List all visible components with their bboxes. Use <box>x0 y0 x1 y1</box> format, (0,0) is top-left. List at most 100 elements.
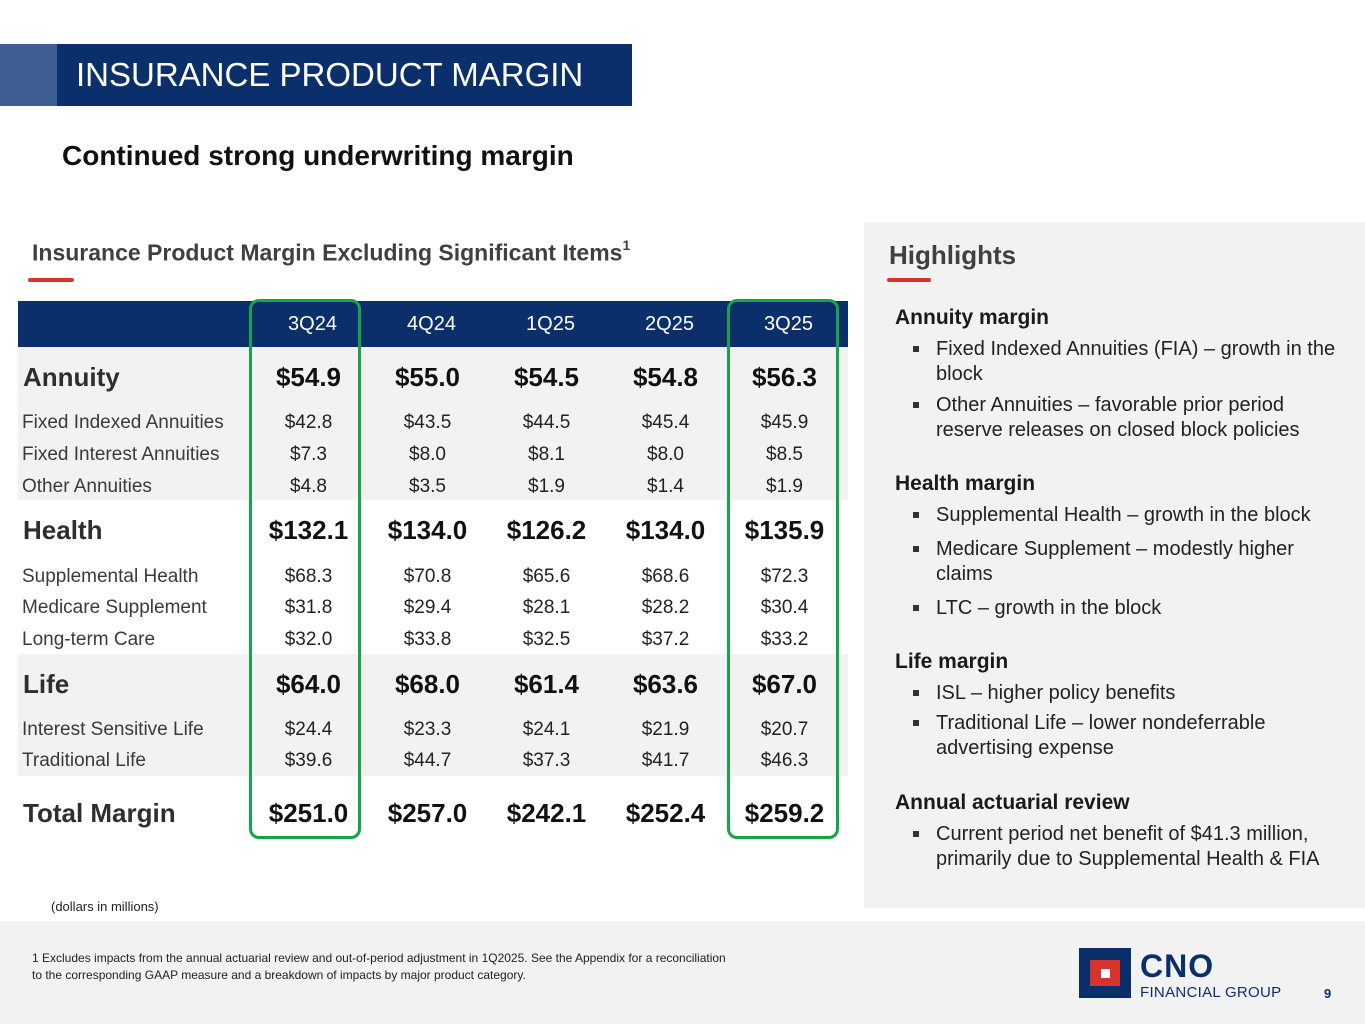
table-cell: $23.3 <box>403 719 452 740</box>
row-label-supplemental-health: Supplemental Health <box>22 566 199 587</box>
logo-wordmark: CNO <box>1140 948 1215 984</box>
units-note: (dollars in millions) <box>51 899 159 914</box>
table-cell: $32.5 <box>522 629 571 650</box>
highlights-panel <box>864 222 1365 908</box>
section-heading-annuity: Annuity margin <box>895 306 1050 329</box>
logo-subtitle: FINANCIAL GROUP <box>1140 984 1282 1001</box>
column-header: 2Q25 <box>645 313 694 335</box>
section-heading-actuarial-review: Annual actuarial review <box>895 791 1130 814</box>
table-cell: $68.0 <box>394 669 461 699</box>
table-cell: $1.9 <box>766 476 803 497</box>
table-cell: $44.7 <box>403 750 452 771</box>
table-cell: $134.0 <box>625 515 706 545</box>
table-cell: $68.6 <box>641 566 690 587</box>
row-label-traditional-life: Traditional Life <box>22 750 146 771</box>
bullet-text: Fixed Indexed Annuities (FIA) – growth i… <box>936 338 1336 385</box>
table-cell: $54.5 <box>513 362 580 392</box>
table-cell: $252.4 <box>625 798 706 828</box>
table-cell: $126.2 <box>506 515 587 545</box>
life-band <box>18 654 848 776</box>
table-cell: $55.0 <box>394 362 461 392</box>
footer-band <box>0 921 1365 1024</box>
table-cell: $24.4 <box>284 719 333 740</box>
bullet-text: ISL – higher policy benefits <box>936 682 1176 704</box>
table-cell: $41.7 <box>641 750 690 771</box>
table-cell: $56.3 <box>751 362 818 392</box>
table-cell: $64.0 <box>275 669 342 699</box>
table-cell: $24.1 <box>522 719 571 740</box>
table-cell: $30.4 <box>760 597 809 618</box>
table-cell: $54.8 <box>632 362 699 392</box>
table-title-footnote-ref: 1 <box>622 237 631 253</box>
highlight-box-3q25 <box>727 299 839 839</box>
slide-title: INSURANCE PRODUCT MARGIN <box>57 44 632 106</box>
highlight-box-3q24 <box>249 299 361 839</box>
row-label-life: Life <box>23 669 70 699</box>
table-cell: $8.0 <box>647 444 684 465</box>
table-cell: $1.4 <box>647 476 684 497</box>
highlights-underline <box>887 278 931 282</box>
logo-white-square <box>1101 969 1110 978</box>
highlights-title: Highlights <box>889 240 1017 270</box>
table-cell: $257.0 <box>387 798 468 828</box>
bullet-text: LTC – growth in the block <box>936 597 1162 619</box>
column-header: 4Q24 <box>407 313 456 335</box>
table-cell: $135.9 <box>744 515 825 545</box>
bullet-marker <box>913 720 919 726</box>
table-cell: $259.2 <box>744 798 825 828</box>
row-label-fixed-indexed-annuities: Fixed Indexed Annuities <box>22 412 224 433</box>
table-cell: $68.3 <box>284 566 333 587</box>
bullet-text: Traditional Life – lower nondeferrable a… <box>936 712 1266 759</box>
annuity-band <box>18 347 848 500</box>
table-cell: $1.9 <box>528 476 565 497</box>
table-cell: $134.0 <box>387 515 468 545</box>
table-cell: $32.0 <box>284 629 333 650</box>
section-heading-health: Health margin <box>895 472 1036 495</box>
table-title-text: Insurance Product Margin Excluding Signi… <box>32 239 623 266</box>
table-cell: $44.5 <box>522 412 571 433</box>
row-label-fixed-interest-annuities: Fixed Interest Annuities <box>22 444 220 465</box>
row-label-total-margin: Total Margin <box>23 798 176 828</box>
bullet-marker <box>913 831 919 837</box>
table-cell: $65.6 <box>522 566 571 587</box>
table-cell: $8.1 <box>528 444 565 465</box>
table-cell: $67.0 <box>751 669 818 699</box>
table-cell: $28.1 <box>522 597 571 618</box>
column-header: 3Q25 <box>764 313 813 335</box>
row-label-health: Health <box>23 515 103 545</box>
row-label-long-term-care: Long-term Care <box>22 629 156 650</box>
table-cell: $8.5 <box>766 444 803 465</box>
table-cell: $61.4 <box>513 669 580 699</box>
bullet-text: Supplemental Health – growth in the bloc… <box>936 504 1311 526</box>
table-cell: $3.5 <box>409 476 446 497</box>
bullet-text: Current period net benefit of $41.3 mill… <box>936 823 1320 870</box>
slide-subtitle: Continued strong underwriting margin <box>62 140 574 171</box>
table-cell: $46.3 <box>760 750 809 771</box>
bullet-text: Medicare Supplement – modestly higher cl… <box>936 538 1294 585</box>
page-number: 9 <box>1324 986 1332 1001</box>
bullet-marker <box>913 512 919 518</box>
row-label-annuity: Annuity <box>23 362 120 392</box>
table-cell: $132.1 <box>268 515 349 545</box>
row-label-interest-sensitive-life: Interest Sensitive Life <box>22 719 204 740</box>
table-cell: $33.2 <box>760 629 809 650</box>
column-header: 1Q25 <box>526 313 575 335</box>
table-cell: $72.3 <box>760 566 809 587</box>
table-cell: $42.8 <box>284 412 333 433</box>
row-label-medicare-supplement: Medicare Supplement <box>22 597 207 618</box>
bullet-marker <box>913 402 919 408</box>
table-cell: $33.8 <box>403 629 452 650</box>
table-cell: $29.4 <box>403 597 452 618</box>
table-cell: $37.2 <box>641 629 690 650</box>
table-cell: $242.1 <box>506 798 587 828</box>
table-cell: $37.3 <box>522 750 571 771</box>
table-cell: $4.8 <box>290 476 327 497</box>
column-header: 3Q24 <box>288 313 337 335</box>
table-cell: $39.6 <box>284 750 333 771</box>
footnote: 1 Excludes impacts from the annual actua… <box>32 951 726 982</box>
bullet-marker <box>913 546 919 552</box>
bullet-marker <box>913 346 919 352</box>
table-cell: $45.9 <box>760 412 809 433</box>
table-cell: $251.0 <box>268 798 349 828</box>
table-cell: $43.5 <box>403 412 452 433</box>
